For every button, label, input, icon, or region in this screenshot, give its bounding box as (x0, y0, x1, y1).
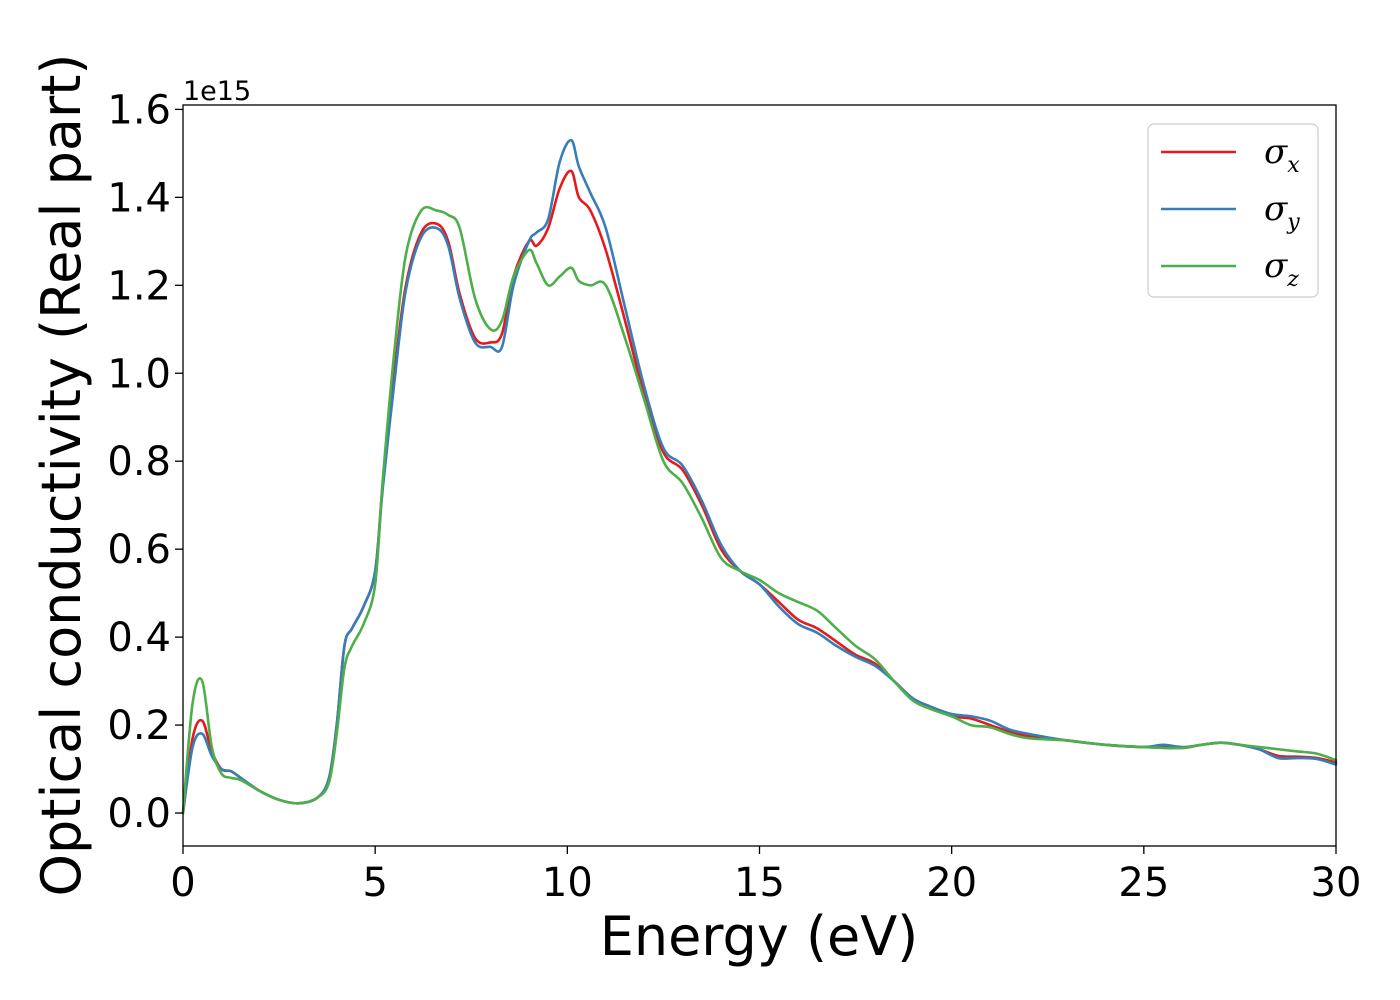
y-tick-label: 1.4 (107, 175, 171, 221)
x-tick-label: 30 (1311, 860, 1362, 906)
legend-box (1147, 123, 1319, 298)
x-axis-ticks: 0 5 10 15 20 25 30 (170, 846, 1361, 906)
y-tick-label: 0.8 (107, 439, 171, 485)
x-tick-label: 20 (926, 860, 977, 906)
legend-label-x: σx (1264, 132, 1300, 178)
y-tick-label: 1.0 (107, 351, 171, 397)
x-tick-label: 25 (1118, 860, 1169, 906)
legend-label-z: σz (1264, 246, 1299, 292)
legend-subscript: y (1286, 210, 1300, 235)
x-tick-label: 5 (362, 860, 387, 906)
y-tick-label: 1.2 (107, 263, 171, 309)
y-tick-label: 0.6 (107, 527, 171, 573)
y-tick-label: 0.0 (107, 791, 171, 837)
y-tick-label: 0.4 (107, 615, 171, 661)
x-tick-label: 10 (542, 860, 593, 906)
x-tick-label: 0 (170, 860, 195, 906)
x-axis-title: Energy (eV) (600, 905, 919, 968)
y-tick-label: 0.2 (107, 703, 171, 749)
y-axis-title: Optical conductivity (Real part) (30, 54, 93, 897)
y-axis-ticks: 0.0 0.2 0.4 0.6 0.8 1.0 1.2 1.4 1.6 (107, 87, 183, 837)
legend-label-y: σy (1264, 189, 1300, 235)
legend-symbol: σ (1264, 189, 1288, 229)
y-offset-label: 1e15 (183, 76, 251, 107)
plot-area (183, 105, 1336, 846)
y-tick-label: 1.6 (107, 87, 171, 133)
legend-subscript: z (1286, 267, 1299, 292)
legend-symbol: σ (1264, 132, 1288, 172)
legend-symbol: σ (1264, 246, 1288, 286)
series-line-z (181, 205, 1338, 815)
legend-subscript: x (1287, 153, 1300, 178)
x-tick-label: 15 (734, 860, 785, 906)
series-layer (181, 138, 1338, 815)
